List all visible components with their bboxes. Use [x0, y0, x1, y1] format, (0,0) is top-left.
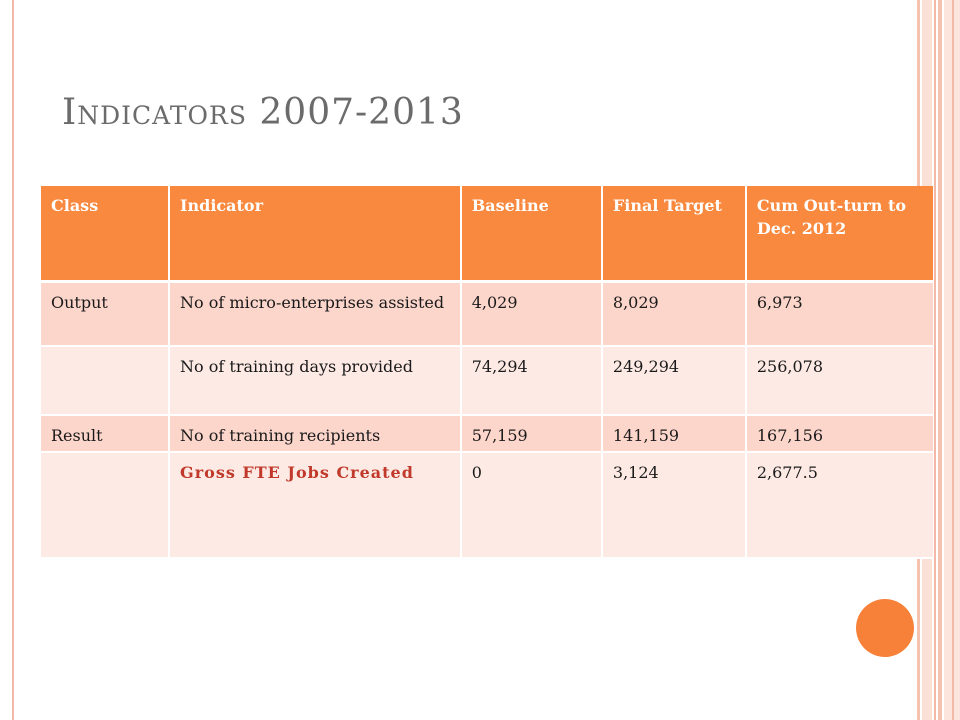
- table-row: Output No of micro-enterprises assisted …: [41, 281, 933, 347]
- decorative-circle: [856, 599, 914, 657]
- cell-indicator: No of micro-enterprises assisted: [169, 281, 462, 347]
- table-row: Result No of training recipients 57,159 …: [41, 415, 933, 454]
- cell-baseline: 74,294: [460, 346, 603, 416]
- right-stripe: [938, 0, 942, 720]
- table-row: No of training days provided 74,294 249,…: [41, 346, 933, 416]
- cell-class: [41, 346, 171, 416]
- header-class: Class: [41, 186, 171, 283]
- header-baseline: Baseline: [460, 186, 603, 283]
- cell-baseline: 57,159: [460, 415, 603, 454]
- header-final-target: Final Target: [601, 186, 747, 283]
- cell-baseline: 0: [460, 452, 603, 560]
- cell-indicator-highlighted: Gross FTE Jobs Created: [169, 452, 462, 560]
- cell-final-target: 141,159: [601, 415, 747, 454]
- cell-indicator: No of training days provided: [169, 346, 462, 416]
- table-row: Gross FTE Jobs Created 0 3,124 2,677.5: [41, 452, 933, 560]
- cell-final-target: 3,124: [601, 452, 747, 560]
- slide-title: Indicators 2007-2013: [62, 92, 464, 133]
- cell-baseline: 4,029: [460, 281, 603, 347]
- table-header-row: Class Indicator Baseline Final Target Cu…: [41, 186, 933, 283]
- cell-final-target: 249,294: [601, 346, 747, 416]
- header-cum-outturn: Cum Out-turn to Dec. 2012: [745, 186, 933, 283]
- cell-cum-outturn: 2,677.5: [745, 452, 933, 560]
- cell-class: Output: [41, 281, 171, 347]
- indicators-table: Class Indicator Baseline Final Target Cu…: [41, 186, 933, 560]
- cell-cum-outturn: 167,156: [745, 415, 933, 454]
- cell-final-target: 8,029: [601, 281, 747, 347]
- right-stripe: [934, 0, 936, 720]
- left-border-line: [12, 0, 14, 720]
- cell-cum-outturn: 256,078: [745, 346, 933, 416]
- cell-class: [41, 452, 171, 560]
- cell-class: Result: [41, 415, 171, 454]
- cell-cum-outturn: 6,973: [745, 281, 933, 347]
- right-stripe: [952, 0, 954, 720]
- cell-indicator: No of training recipients: [169, 415, 462, 454]
- header-indicator: Indicator: [169, 186, 462, 283]
